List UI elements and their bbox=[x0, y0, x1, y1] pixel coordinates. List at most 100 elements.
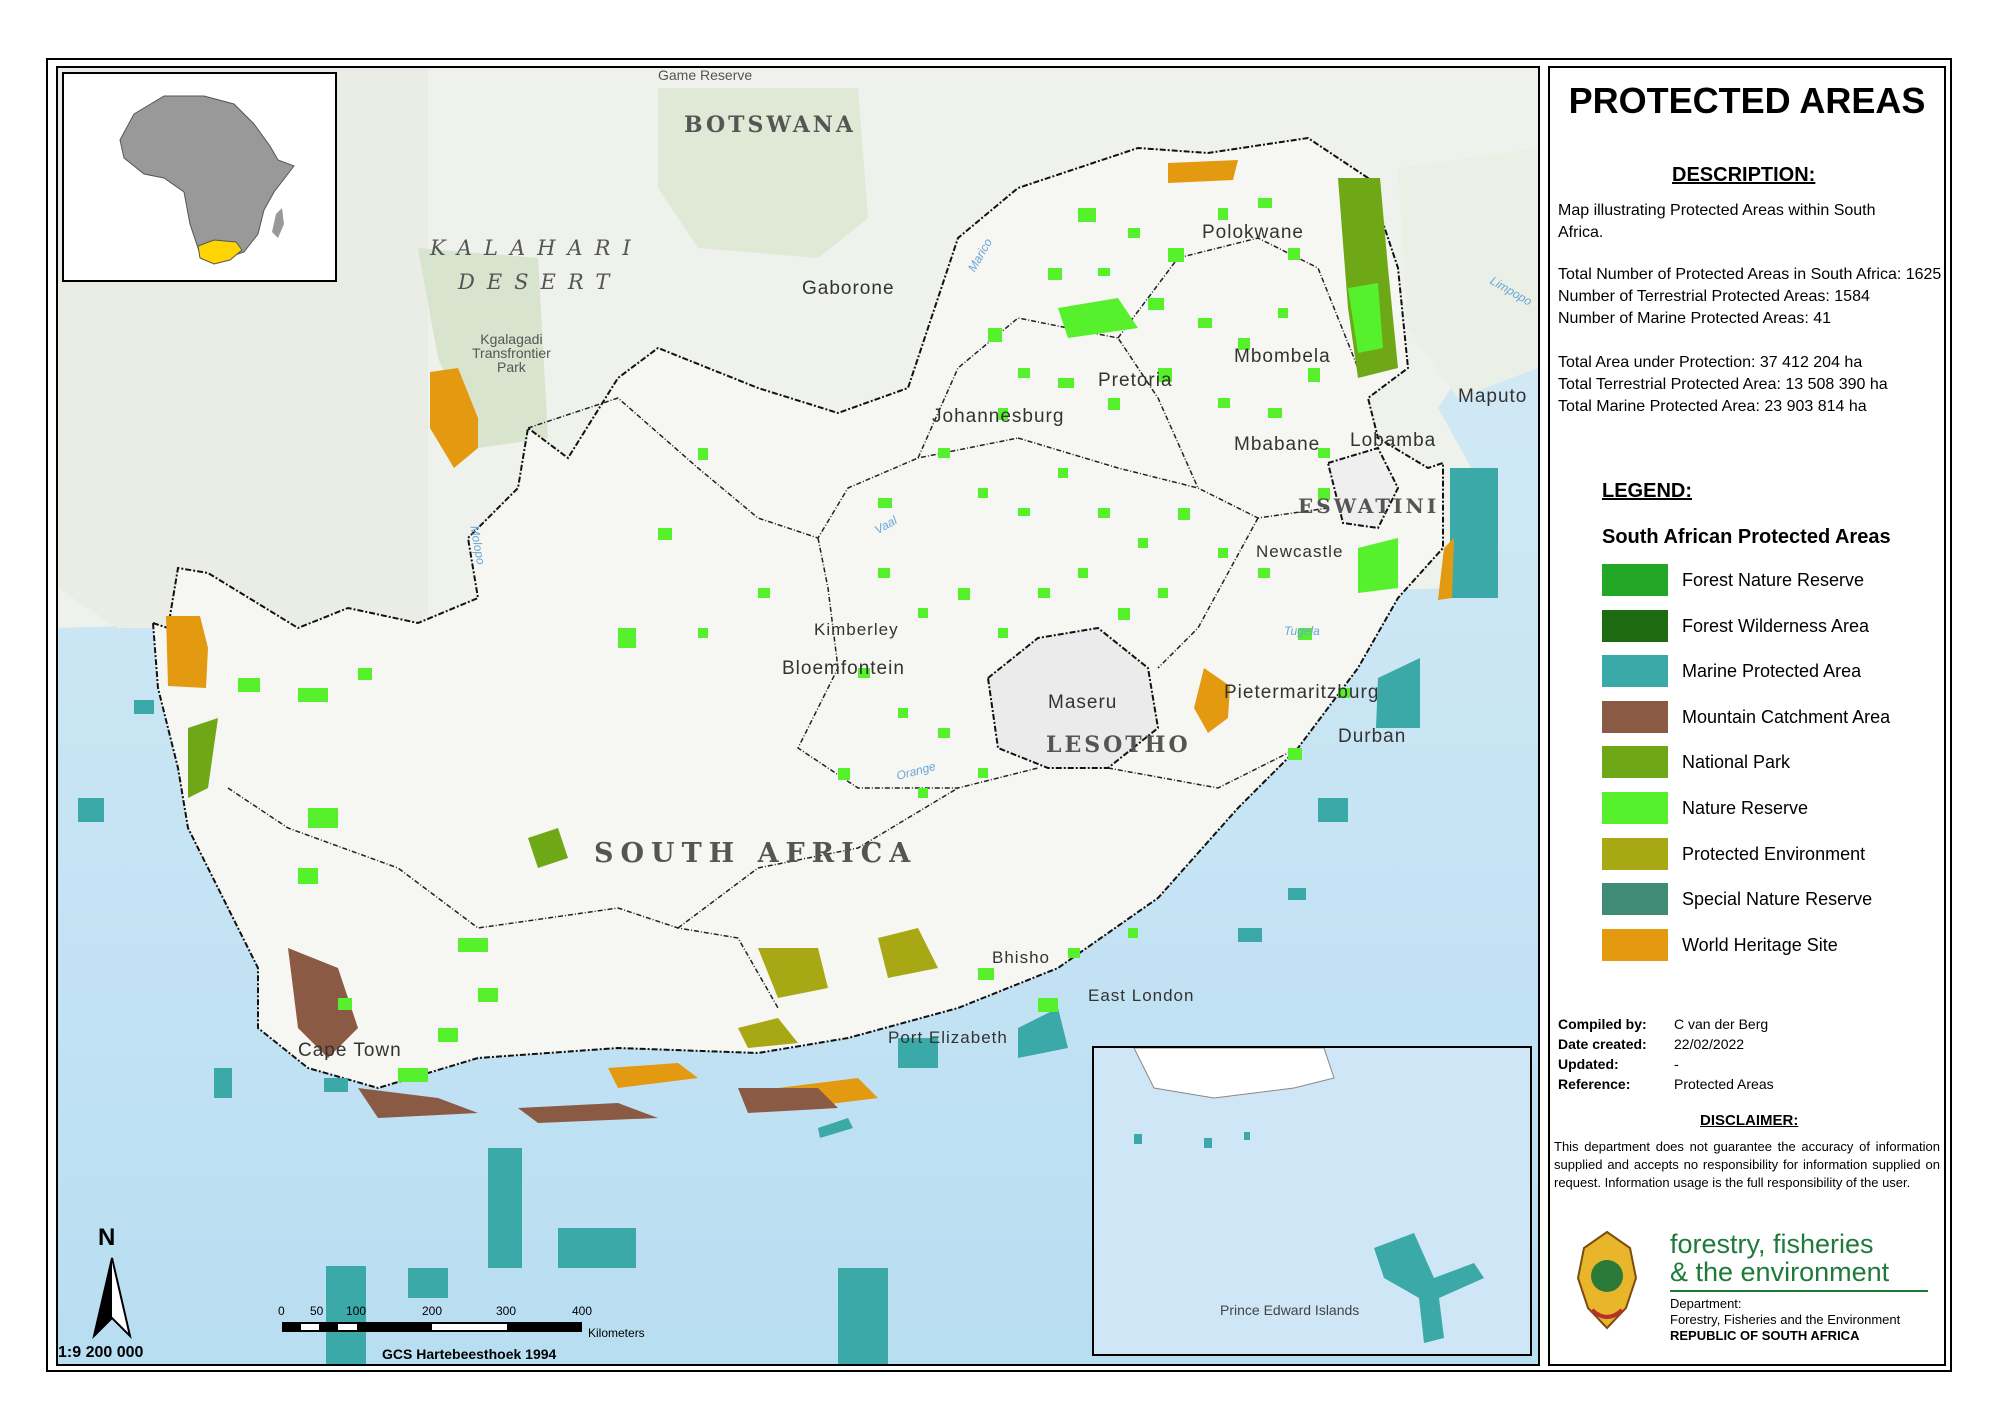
scale-tick: 0 bbox=[278, 1304, 285, 1318]
meta-key: Compiled by: bbox=[1558, 1016, 1647, 1032]
map-label-river-tugela: Tugela bbox=[1284, 624, 1320, 638]
map-label-desert: DESERT bbox=[458, 270, 622, 294]
north-arrow-icon bbox=[92, 1257, 132, 1340]
south-africa-highlight bbox=[197, 239, 243, 265]
north-label: N bbox=[98, 1224, 116, 1251]
legend-swatch bbox=[1602, 564, 1668, 596]
map-label-johannesburg: Johannesburg bbox=[932, 406, 1065, 427]
map-label-newcastle: Newcastle bbox=[1256, 542, 1344, 561]
info-panel: PROTECTED AREAS DESCRIPTION: Map illustr… bbox=[1548, 66, 1946, 1366]
map-label-eswatini: ESWATINI bbox=[1298, 494, 1440, 518]
map-label-kgalagadi: Kgalagadi Transfrontier Park bbox=[472, 331, 551, 375]
legend-label: World Heritage Site bbox=[1682, 934, 1838, 955]
scale-tick: 100 bbox=[346, 1304, 367, 1318]
meta-key: Updated: bbox=[1558, 1056, 1619, 1072]
legend-label: Marine Protected Area bbox=[1682, 661, 1862, 682]
legend-swatch bbox=[1602, 792, 1668, 824]
legend-swatch bbox=[1602, 746, 1668, 779]
lesotho bbox=[986, 626, 1160, 769]
pei-map bbox=[1133, 1048, 1484, 1343]
legend-swatch bbox=[1602, 655, 1668, 688]
kgalagadi-park bbox=[418, 248, 548, 448]
province-boundaries bbox=[227, 237, 1359, 1009]
map-label-polokwane: Polokwane bbox=[1202, 222, 1304, 243]
legend-label: Forest Wilderness Area bbox=[1682, 615, 1870, 636]
scale-bar: 0 50 100 200 300 400 Kilometers bbox=[278, 1302, 645, 1342]
africa-locator-inset bbox=[62, 72, 337, 282]
description-heading: DESCRIPTION: bbox=[1672, 164, 1816, 186]
meta-value: C van der Berg bbox=[1674, 1016, 1769, 1032]
pei-land bbox=[1133, 1048, 1335, 1099]
legend-swatch bbox=[1602, 883, 1668, 916]
map-label-maputo: Maputo bbox=[1458, 386, 1528, 407]
legend-swatch bbox=[1602, 837, 1668, 870]
map-label-pretoria: Pretoria bbox=[1098, 370, 1173, 391]
prince-edward-islands-inset: Prince Edward Islands bbox=[1092, 1046, 1532, 1356]
page-title: PROTECTED AREAS bbox=[1568, 80, 1926, 121]
stat-marine-count: Number of Marine Protected Areas: 41 bbox=[1558, 310, 1832, 327]
map-label-mbabane: Mbabane bbox=[1234, 434, 1321, 455]
scale-tick: 200 bbox=[422, 1304, 443, 1318]
stats-areas: Total Area under Protection: 37 412 204 … bbox=[1558, 352, 1888, 418]
pei-label: Prince Edward Islands bbox=[1220, 1302, 1360, 1318]
meta-key: Date created: bbox=[1558, 1036, 1647, 1052]
legend-label: Protected Environment bbox=[1682, 843, 1866, 864]
map-label-bhisho: Bhisho bbox=[992, 948, 1050, 967]
scale-tick: 300 bbox=[496, 1304, 517, 1318]
map-label-bloemfontein: Bloemfontein bbox=[782, 658, 905, 679]
stat-total-count: Total Number of Protected Areas in South… bbox=[1558, 266, 1942, 283]
legend-label: Special Nature Reserve bbox=[1682, 889, 1873, 910]
eswatini bbox=[1326, 446, 1400, 530]
nature-reserves-scatter bbox=[238, 198, 1350, 1082]
legend-label: National Park bbox=[1682, 752, 1791, 773]
map-label-kimberley: Kimberley bbox=[814, 620, 899, 639]
map-label-south-africa: SOUTH AFRICA bbox=[594, 838, 918, 869]
map-label-kalahari: KALAHARI bbox=[430, 236, 643, 260]
meta-value: - bbox=[1674, 1056, 1679, 1072]
map-label-game-reserve: Game Reserve bbox=[658, 67, 753, 83]
marine-protected-areas bbox=[78, 468, 1498, 1364]
legend-swatch bbox=[1602, 609, 1668, 642]
stat-total-area: Total Area under Protection: 37 412 204 … bbox=[1558, 354, 1863, 371]
africa-locator-map bbox=[119, 95, 295, 265]
legend-heading: LEGEND: bbox=[1602, 480, 1692, 502]
map-label-gaborone: Gaborone bbox=[802, 278, 895, 299]
legend-swatch bbox=[1602, 700, 1668, 733]
department-text: Department: Forestry, Fisheries and the … bbox=[1670, 1296, 1901, 1343]
map-label-port-elizabeth: Port Elizabeth bbox=[888, 1028, 1008, 1047]
map-label-botswana: BOTSWANA bbox=[684, 112, 856, 138]
mozambique-land bbox=[1398, 148, 1538, 398]
meta-value: Protected Areas bbox=[1674, 1076, 1774, 1092]
scale-tick: 50 bbox=[310, 1304, 324, 1318]
botswana-reserve bbox=[658, 88, 868, 258]
coat-of-arms-icon bbox=[1576, 1230, 1638, 1330]
disclaimer-heading: DISCLAIMER: bbox=[1700, 1112, 1799, 1129]
disclaimer-text: This department does not guarantee the a… bbox=[1554, 1139, 1940, 1190]
scale-unit: Kilometers bbox=[588, 1326, 645, 1340]
meta-key: Reference: bbox=[1558, 1076, 1631, 1092]
map-label-lesotho: LESOTHO bbox=[1046, 732, 1191, 758]
legend-label: Mountain Catchment Area bbox=[1682, 706, 1891, 727]
logo-divider bbox=[1670, 1290, 1928, 1292]
map-label-durban: Durban bbox=[1338, 726, 1407, 747]
scale-ratio: 1:9 200 000 bbox=[58, 1344, 144, 1361]
map-label-pietermaritzburg: Pietermaritzburg bbox=[1224, 682, 1380, 703]
legend-swatch bbox=[1602, 928, 1668, 961]
logo-text: forestry, fisheries & the environment bbox=[1670, 1229, 1890, 1287]
stat-terrestrial-count: Number of Terrestrial Protected Areas: 1… bbox=[1558, 288, 1870, 305]
legend-subheading: South African Protected Areas bbox=[1602, 526, 1891, 548]
map-label-east-london: East London bbox=[1088, 986, 1195, 1005]
map-label-mbombela: Mbombela bbox=[1234, 346, 1331, 367]
description-text: Map illustrating Protected Areas within … bbox=[1558, 202, 1876, 241]
stats-counts: Total Number of Protected Areas in South… bbox=[1558, 264, 1941, 330]
map-frame bbox=[46, 58, 1952, 1372]
map-label-cape-town: Cape Town bbox=[298, 1040, 402, 1061]
africa-shape bbox=[119, 95, 295, 263]
scale-crs: GCS Hartebeesthoek 1994 bbox=[382, 1346, 557, 1362]
legend-label: Nature Reserve bbox=[1682, 798, 1809, 818]
stat-marine-area: Total Marine Protected Area: 23 903 814 … bbox=[1558, 398, 1867, 415]
stat-terrestrial-area: Total Terrestrial Protected Area: 13 508… bbox=[1558, 376, 1888, 393]
pei-mpa-shape bbox=[1374, 1233, 1484, 1343]
scale-tick: 400 bbox=[572, 1304, 593, 1318]
meta-value: 22/02/2022 bbox=[1674, 1036, 1745, 1052]
